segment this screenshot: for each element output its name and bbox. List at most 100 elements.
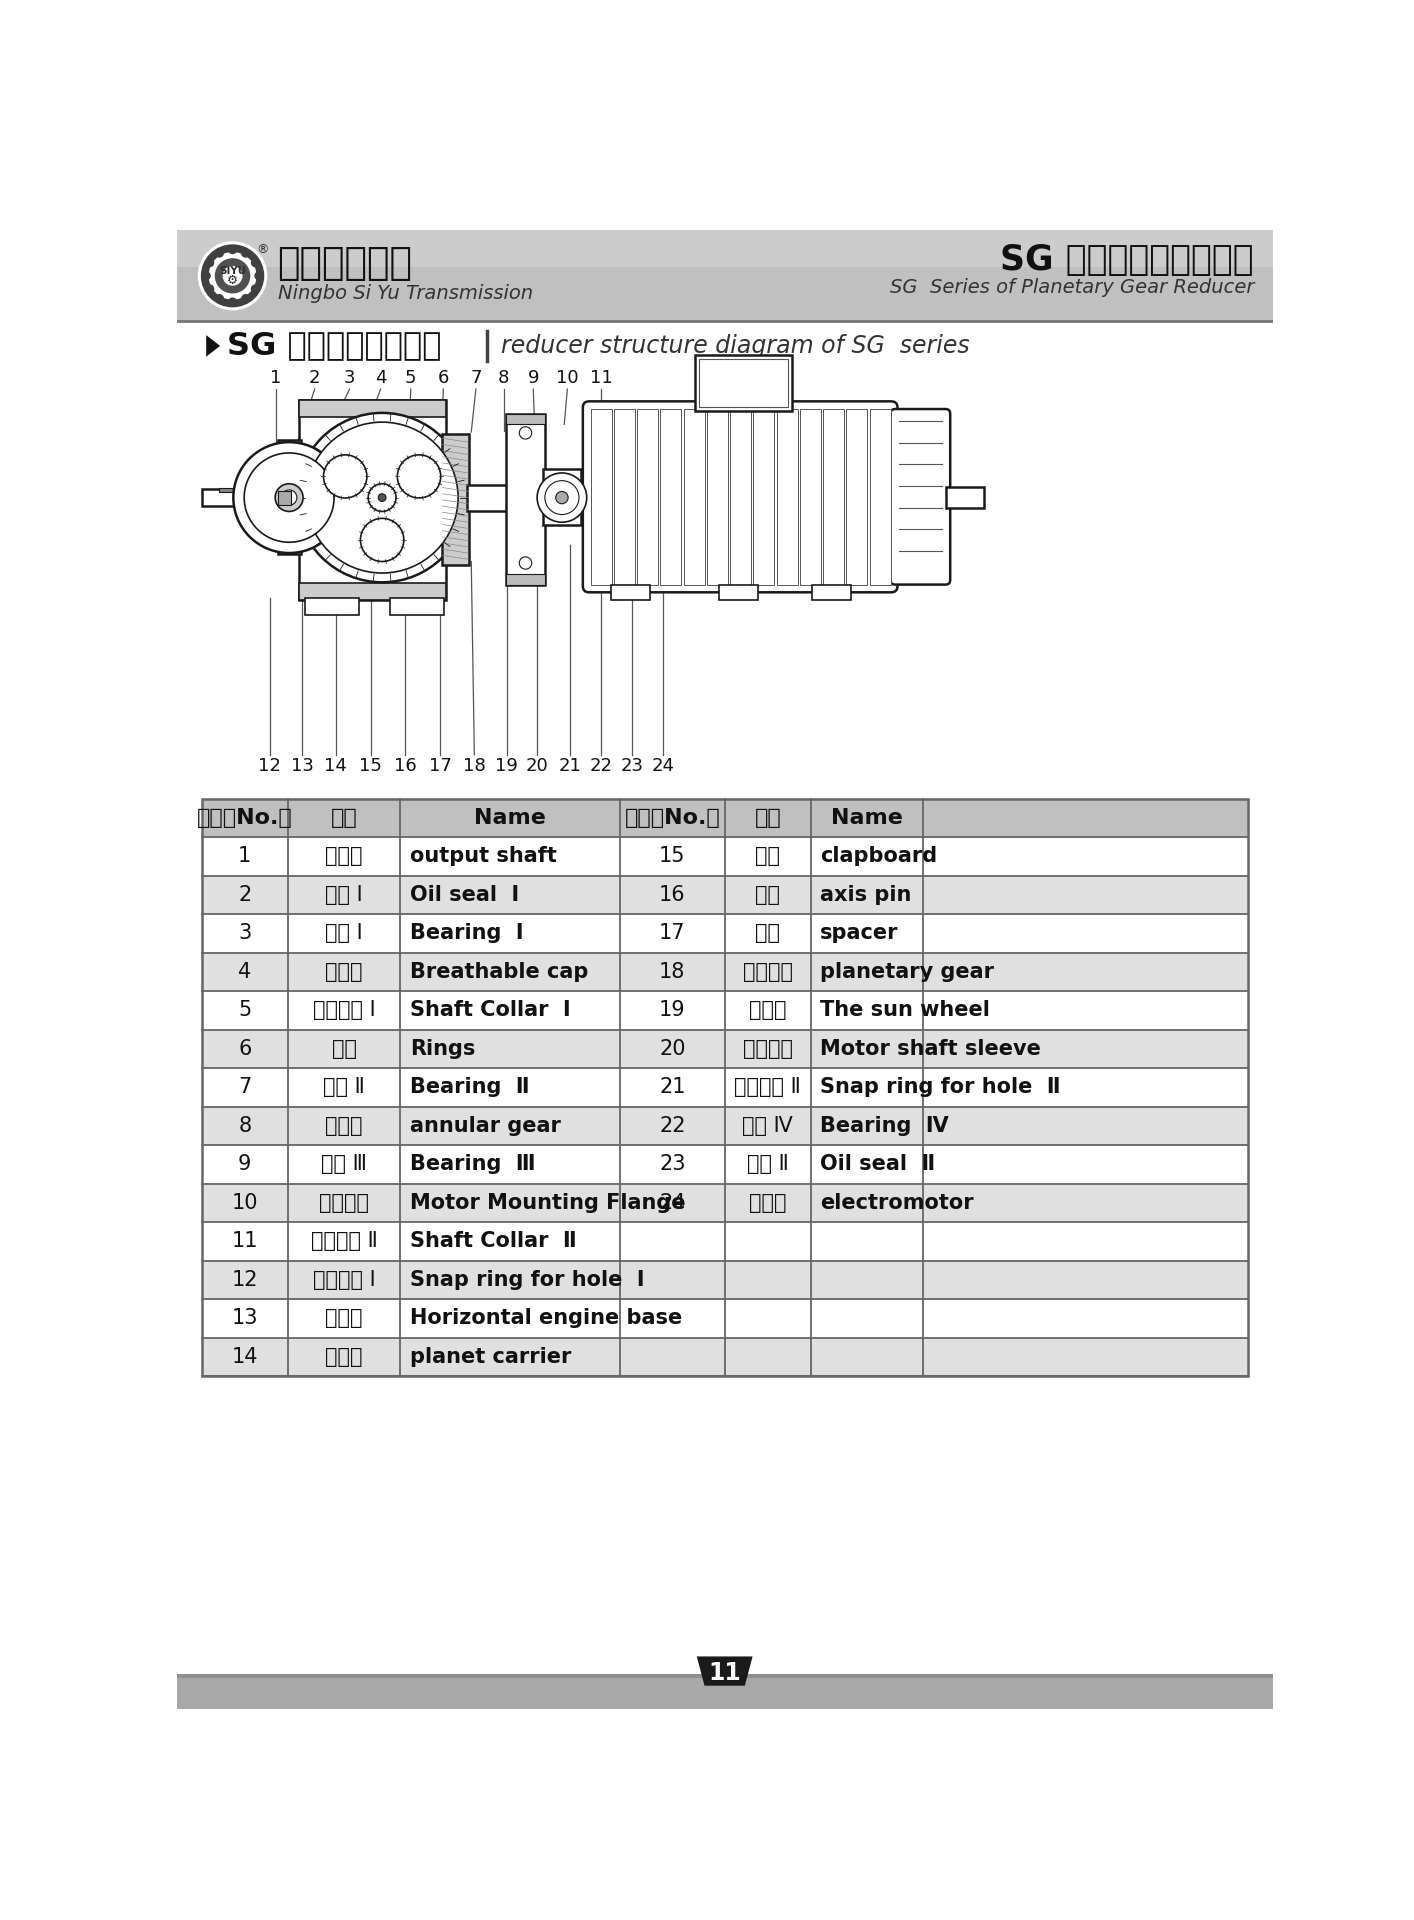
Text: clapboard: clapboard (820, 847, 937, 866)
Text: SG 系列行星齿轮减速机: SG 系列行星齿轮减速机 (1000, 242, 1254, 276)
Text: 4: 4 (238, 962, 252, 981)
Text: 19: 19 (495, 756, 519, 774)
Text: 10: 10 (556, 369, 578, 388)
Bar (300, 399, 447, 417)
Text: Bearing  Ⅳ: Bearing Ⅳ (820, 1116, 949, 1137)
Text: 电机法兰: 电机法兰 (320, 1192, 369, 1213)
Text: 24: 24 (652, 756, 674, 774)
Text: output shaft: output shaft (410, 847, 557, 866)
Text: SG  Series of Planetary Gear Reducer: SG Series of Planetary Gear Reducer (889, 278, 1254, 298)
Text: Snap ring for hole  Ⅰ: Snap ring for hole Ⅰ (410, 1269, 645, 1290)
Circle shape (223, 267, 242, 284)
Bar (219, 488, 250, 492)
Text: 轴承 Ⅲ: 轴承 Ⅲ (321, 1154, 368, 1175)
Text: 名称: 名称 (755, 808, 781, 828)
Bar (304, 599, 359, 616)
Bar (202, 1300, 1247, 1338)
Text: reducer structure diagram of SG  series: reducer structure diagram of SG series (501, 334, 970, 357)
Circle shape (242, 250, 250, 257)
Text: 轴承 Ⅰ: 轴承 Ⅰ (325, 924, 363, 943)
Bar (660, 409, 682, 584)
Bar (823, 409, 844, 584)
Bar (506, 413, 544, 584)
Text: 序号（No.）: 序号（No.） (625, 808, 720, 828)
Bar (177, 230, 1273, 267)
Text: 16: 16 (395, 756, 417, 774)
Bar (946, 488, 984, 509)
Circle shape (242, 294, 250, 301)
Bar (202, 1029, 1247, 1068)
Circle shape (324, 455, 366, 497)
Text: 11: 11 (590, 369, 612, 388)
Text: axis pin: axis pin (820, 885, 912, 904)
Text: 行星架: 行星架 (325, 1348, 363, 1367)
FancyBboxPatch shape (583, 401, 898, 591)
Text: 内齿圈: 内齿圈 (325, 1116, 363, 1137)
Bar (390, 599, 444, 616)
Text: 10: 10 (232, 1192, 257, 1213)
Circle shape (215, 294, 223, 301)
Circle shape (519, 557, 532, 568)
Bar (614, 409, 635, 584)
Text: 18: 18 (659, 962, 686, 981)
Bar (202, 1223, 1247, 1261)
Text: 2: 2 (308, 369, 321, 388)
Text: Oil seal  Ⅰ: Oil seal Ⅰ (410, 885, 519, 904)
Text: 15: 15 (359, 756, 382, 774)
Text: Horizontal engine base: Horizontal engine base (410, 1308, 682, 1329)
Text: spacer: spacer (820, 924, 899, 943)
Text: 18: 18 (462, 756, 486, 774)
Bar (202, 991, 1247, 1029)
Text: 宁波四宇传动: 宁波四宇传动 (277, 246, 413, 282)
Circle shape (252, 259, 259, 267)
Text: 轴用挡圈 Ⅱ: 轴用挡圈 Ⅱ (311, 1231, 378, 1252)
Text: 17: 17 (659, 924, 686, 943)
Text: 销轴: 销轴 (755, 885, 781, 904)
Text: 吸环: 吸环 (332, 1039, 356, 1060)
Circle shape (229, 298, 236, 305)
Text: SIYU: SIYU (219, 267, 246, 276)
Bar (638, 409, 658, 584)
Text: 20: 20 (526, 756, 549, 774)
Text: 13: 13 (291, 756, 314, 774)
Text: 5: 5 (238, 1000, 252, 1020)
Text: Bearing  Ⅲ: Bearing Ⅲ (410, 1154, 534, 1175)
Text: SG 系列减速机结构图: SG 系列减速机结构图 (228, 330, 441, 361)
Circle shape (276, 484, 303, 511)
Text: Oil seal  Ⅱ: Oil seal Ⅱ (820, 1154, 936, 1175)
Bar (800, 409, 820, 584)
Text: 1: 1 (238, 847, 252, 866)
Bar (754, 409, 775, 584)
Text: 垫片: 垫片 (755, 924, 781, 943)
Text: 太阳轮: 太阳轮 (749, 1000, 786, 1020)
Bar (694, 355, 792, 411)
Text: 电机轴套: 电机轴套 (742, 1039, 793, 1060)
Bar (177, 1674, 1273, 1678)
Text: 23: 23 (659, 1154, 686, 1175)
Bar (699, 359, 788, 407)
Bar (177, 230, 1273, 321)
Text: ®: ® (256, 244, 269, 255)
Circle shape (361, 518, 404, 561)
Bar (720, 584, 758, 599)
Text: 7: 7 (238, 1077, 252, 1098)
Bar (202, 1144, 1247, 1183)
Circle shape (206, 259, 214, 267)
Bar (177, 1678, 1273, 1709)
Text: Bearing  Ⅰ: Bearing Ⅰ (410, 924, 523, 943)
Circle shape (198, 242, 267, 309)
Bar (202, 799, 1247, 1377)
Polygon shape (206, 336, 221, 357)
Circle shape (519, 426, 532, 440)
Text: 6: 6 (238, 1039, 252, 1060)
Circle shape (233, 442, 345, 553)
Circle shape (556, 492, 568, 503)
Circle shape (215, 250, 223, 257)
Circle shape (537, 472, 587, 522)
Text: The sun wheel: The sun wheel (820, 1000, 990, 1020)
Bar (468, 484, 510, 511)
Text: 行星齿轮: 行星齿轮 (742, 962, 793, 981)
Circle shape (202, 246, 263, 307)
Text: 轴用挡圈 Ⅰ: 轴用挡圈 Ⅰ (312, 1000, 375, 1020)
Text: 16: 16 (659, 885, 686, 904)
